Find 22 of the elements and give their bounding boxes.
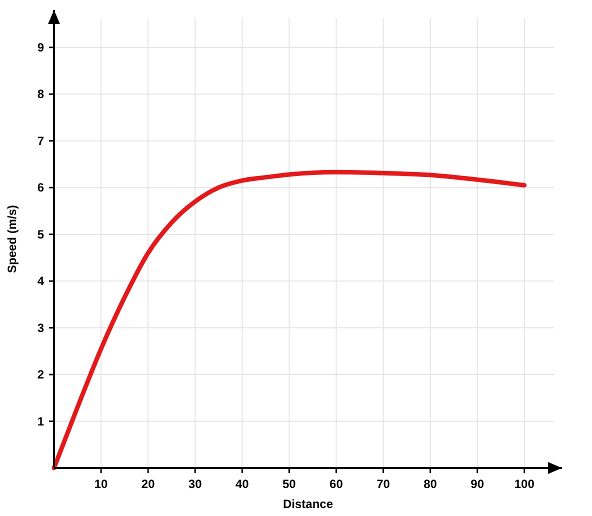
- y-tick-label: 1: [37, 414, 44, 428]
- y-tick-label: 9: [37, 40, 44, 54]
- y-tick-label: 8: [37, 87, 44, 102]
- x-tick-label: 60: [330, 477, 344, 491]
- y-tick-label: 7: [37, 134, 44, 148]
- x-tick-label: 100: [514, 477, 535, 491]
- x-tick-label: 30: [188, 477, 202, 491]
- y-tick-label: 2: [37, 368, 44, 382]
- x-tick-label: 40: [235, 477, 250, 491]
- y-tick-label: 6: [37, 180, 44, 195]
- x-axis-title: Distance: [282, 497, 334, 511]
- y-tick-label: 3: [37, 320, 44, 335]
- x-tick-label: 10: [94, 477, 108, 491]
- y-tick-label: 5: [37, 227, 44, 242]
- x-tick-label: 80: [424, 477, 438, 491]
- y-axis-title: Speed (m/s): [5, 204, 19, 274]
- x-tick-label: 20: [141, 477, 156, 491]
- y-tick-label: 4: [37, 274, 44, 288]
- line-series: [52, 170, 527, 470]
- x-tick-label: 50: [282, 477, 296, 491]
- x-tick-label: 90: [470, 477, 484, 491]
- x-tick-label: 70: [376, 477, 390, 491]
